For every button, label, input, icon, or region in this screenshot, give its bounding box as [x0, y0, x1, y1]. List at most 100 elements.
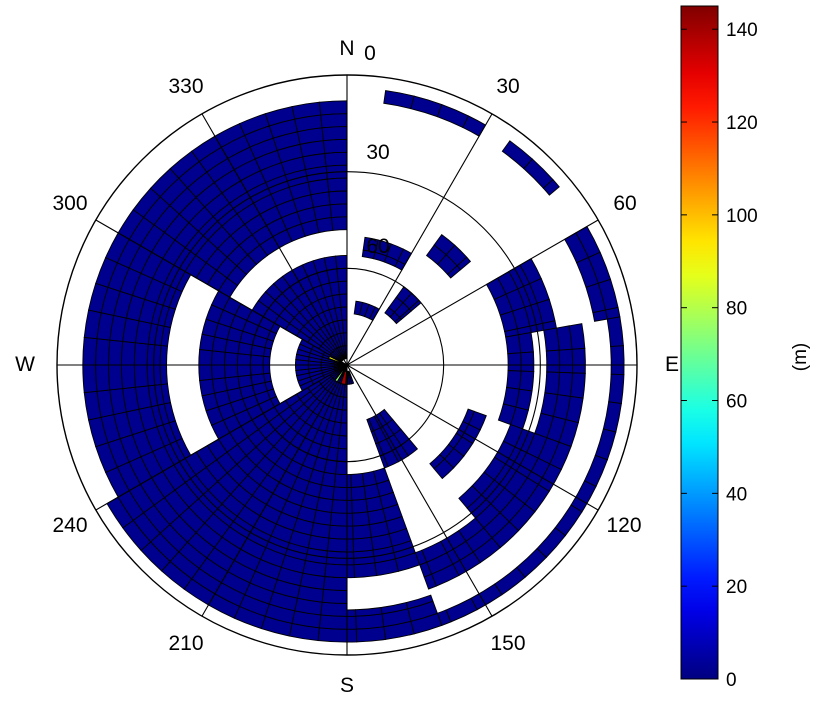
- heatmap-cell: [335, 460, 348, 476]
- heatmap-cell: [108, 364, 124, 391]
- heatmap-cell: [346, 564, 355, 579]
- heatmap-cell: [346, 499, 353, 514]
- heatmap-cell: [542, 178, 560, 196]
- angle-tick-label-30: 30: [496, 75, 519, 98]
- heatmap-cell: [133, 342, 149, 366]
- heatmap-cell: [505, 334, 522, 355]
- heatmap-cell: [543, 327, 560, 352]
- heatmap-cell: [237, 374, 253, 389]
- heatmap-cell: [323, 255, 338, 271]
- colorbar-ticks: 0 20 40 60 80 100 120 140: [681, 20, 758, 691]
- heatmap-cell: [361, 470, 378, 487]
- colorbar-tick-label: 100: [726, 206, 758, 227]
- heatmap-cell: [602, 401, 622, 433]
- heatmap-cell: [545, 349, 561, 373]
- heatmap-cell: [329, 203, 348, 219]
- highlighted-cell: [340, 370, 348, 385]
- heatmap-cell: [198, 349, 213, 366]
- heatmap-cell: [346, 486, 353, 501]
- heatmap-cell: [366, 418, 375, 433]
- angle-tick-label-240: 240: [52, 514, 87, 537]
- heatmap-cell: [351, 498, 369, 514]
- colorbar-tick-label: 0: [726, 670, 737, 691]
- radial-tick-label-60: 60: [366, 235, 389, 258]
- heatmap-cell: [211, 350, 226, 366]
- heatmap-cell: [320, 113, 348, 129]
- heatmap-cell: [236, 353, 252, 366]
- heatmap-cell: [198, 364, 213, 381]
- heatmap-cell: [350, 472, 365, 488]
- heatmap-cell: [458, 485, 483, 509]
- heatmap-cell: [329, 511, 348, 527]
- compass-south-label: S: [340, 674, 354, 697]
- heatmap-cells: [82, 90, 625, 643]
- heatmap-cell: [346, 609, 357, 617]
- heatmap-cell: [337, 280, 348, 295]
- heatmap-cell: [108, 339, 124, 366]
- heatmap-cell: [346, 474, 352, 488]
- compass-east-label: E: [665, 353, 679, 376]
- heatmap-cell: [262, 355, 271, 366]
- heatmap-cell: [318, 614, 348, 630]
- heatmap-cell: [346, 538, 354, 553]
- polar-grid: [56, 74, 638, 656]
- heatmap-cell: [82, 336, 98, 366]
- heatmap-cell: [518, 370, 535, 392]
- heatmap-cell: [353, 562, 378, 579]
- heatmap-cell: [608, 373, 625, 405]
- angle-tick-label-60: 60: [613, 192, 636, 215]
- heatmap-cell: [224, 375, 241, 391]
- heatmap-cell: [520, 351, 535, 372]
- heatmap-cell: [262, 364, 271, 375]
- heatmap-cell: [571, 347, 586, 374]
- heatmap-cell: [340, 306, 348, 321]
- colorbar-gradient: [680, 5, 719, 680]
- heatmap-cell: [326, 177, 348, 193]
- colorbar-tick-label: 120: [726, 113, 758, 134]
- heatmap-cell: [82, 364, 98, 394]
- heatmap-cell: [583, 454, 608, 488]
- heatmap-cell: [436, 104, 470, 129]
- heatmap-cell: [95, 364, 111, 392]
- compass-north-label: N: [339, 37, 354, 60]
- heatmap-cell: [335, 254, 348, 270]
- colorbar-label: (m): [790, 343, 811, 371]
- heatmap-cell: [249, 364, 265, 376]
- heatmap-cell: [236, 364, 252, 377]
- heatmap-cell: [120, 340, 136, 366]
- colorbar: 0 20 40 60 80 100 120 140 (m): [680, 5, 811, 691]
- heatmap-cell: [606, 316, 624, 348]
- angle-tick-label-0: 0: [364, 42, 376, 65]
- heatmap-cell: [594, 428, 617, 461]
- heatmap-cell: [429, 453, 445, 470]
- heatmap-cell: [350, 485, 367, 501]
- heatmap-cell: [95, 338, 111, 366]
- heatmap-cell: [394, 316, 402, 325]
- heatmap-cell: [346, 525, 354, 540]
- heatmap-cell: [320, 601, 348, 617]
- heatmap-cell: [211, 364, 226, 380]
- heatmap-cell: [322, 576, 348, 592]
- heatmap-cell: [544, 371, 561, 396]
- heatmap-cell: [497, 403, 517, 426]
- compass-west-label: W: [15, 353, 35, 376]
- heatmap-cell: [159, 344, 169, 366]
- angle-tick-label-330: 330: [168, 75, 203, 98]
- heatmap-cell: [331, 499, 348, 514]
- heatmap-cell: [352, 536, 374, 553]
- heatmap-cell: [410, 95, 443, 118]
- heatmap-cell: [315, 217, 334, 234]
- heatmap-cell: [263, 372, 272, 383]
- heatmap-cell: [318, 100, 348, 116]
- heatmap-cell: [383, 90, 415, 110]
- heatmap-cell: [224, 351, 239, 366]
- colorbar-tick-label: 60: [726, 392, 747, 413]
- heatmap-cell: [133, 364, 149, 388]
- heatmap-cell: [317, 627, 348, 643]
- polar-spoke-line: [201, 113, 493, 617]
- heatmap-cell: [445, 597, 478, 623]
- heatmap-cell: [321, 126, 348, 142]
- heatmap-cell: [322, 138, 348, 154]
- heatmap-cell: [294, 364, 310, 371]
